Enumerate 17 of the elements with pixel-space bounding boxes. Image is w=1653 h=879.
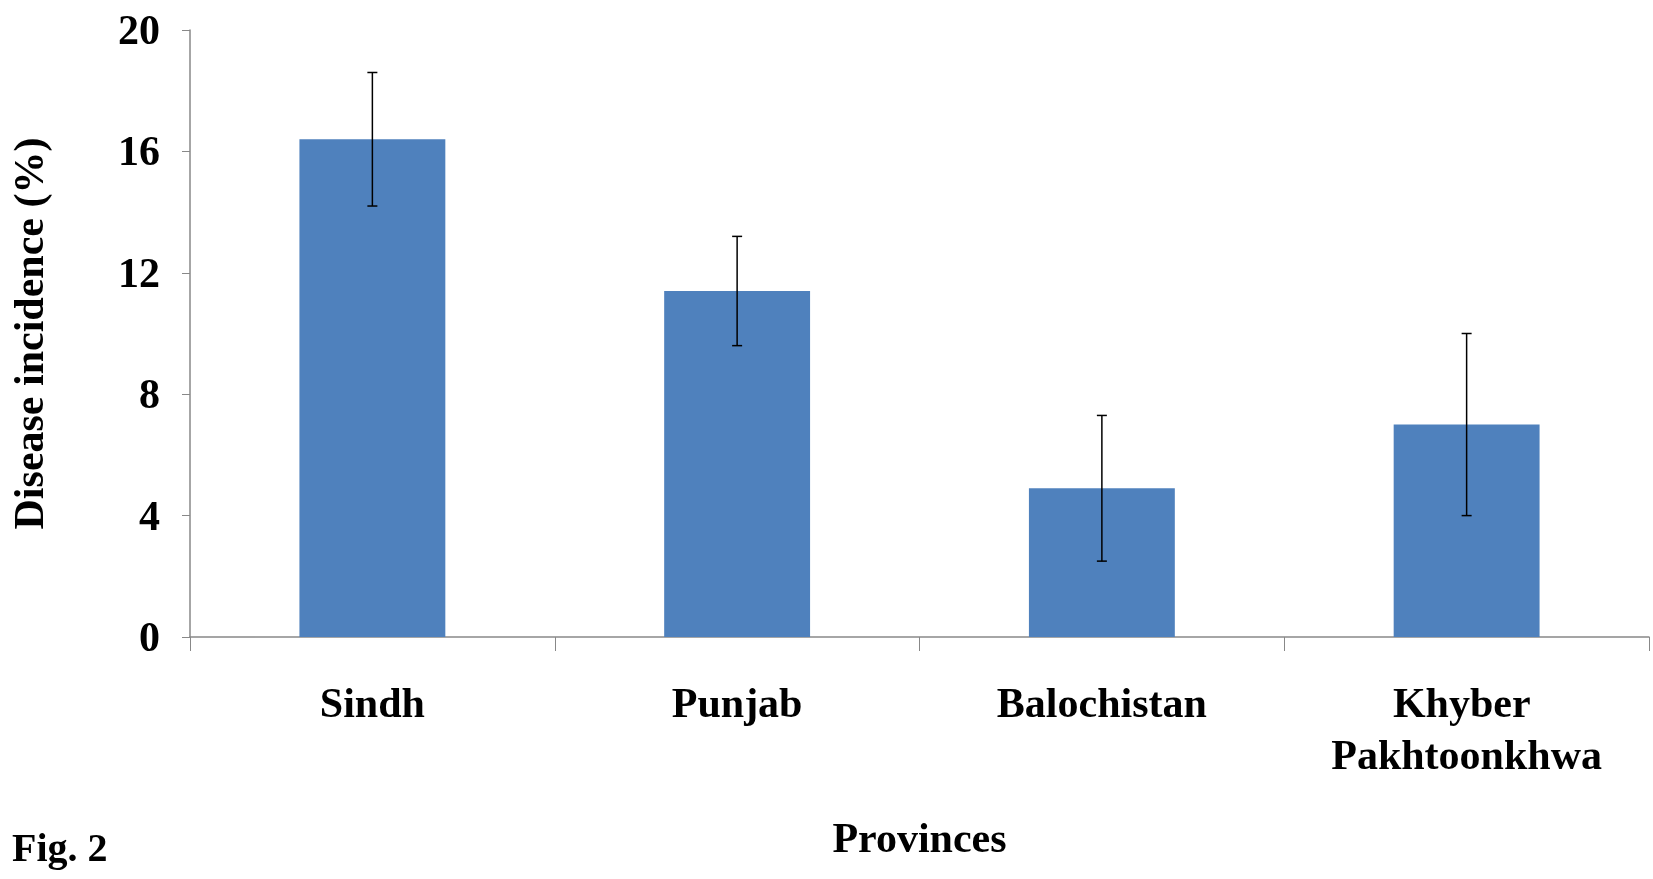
y-tick-label: 4 <box>139 492 160 539</box>
x-axis-title: Provinces <box>832 815 1007 861</box>
y-tick-label: 20 <box>118 7 160 53</box>
x-tick-label: Khyber Pakhtoonkhwa <box>1331 680 1603 778</box>
bar <box>664 291 811 637</box>
y-axis-title: Disease incidence (%) <box>6 137 53 530</box>
y-tick-label: 16 <box>118 128 160 175</box>
y-tick-label: 8 <box>139 371 160 418</box>
x-tick-label: Punjab <box>671 680 803 726</box>
bar <box>1393 424 1540 637</box>
y-tick-label: 12 <box>118 249 160 296</box>
bar <box>1028 488 1175 637</box>
bar <box>299 139 446 637</box>
y-tick-label: 0 <box>139 614 160 660</box>
x-tick-label: Balochistan <box>996 680 1207 726</box>
x-tick-label: Sindh <box>319 680 425 726</box>
caption: Fig. 2 <box>12 824 108 870</box>
